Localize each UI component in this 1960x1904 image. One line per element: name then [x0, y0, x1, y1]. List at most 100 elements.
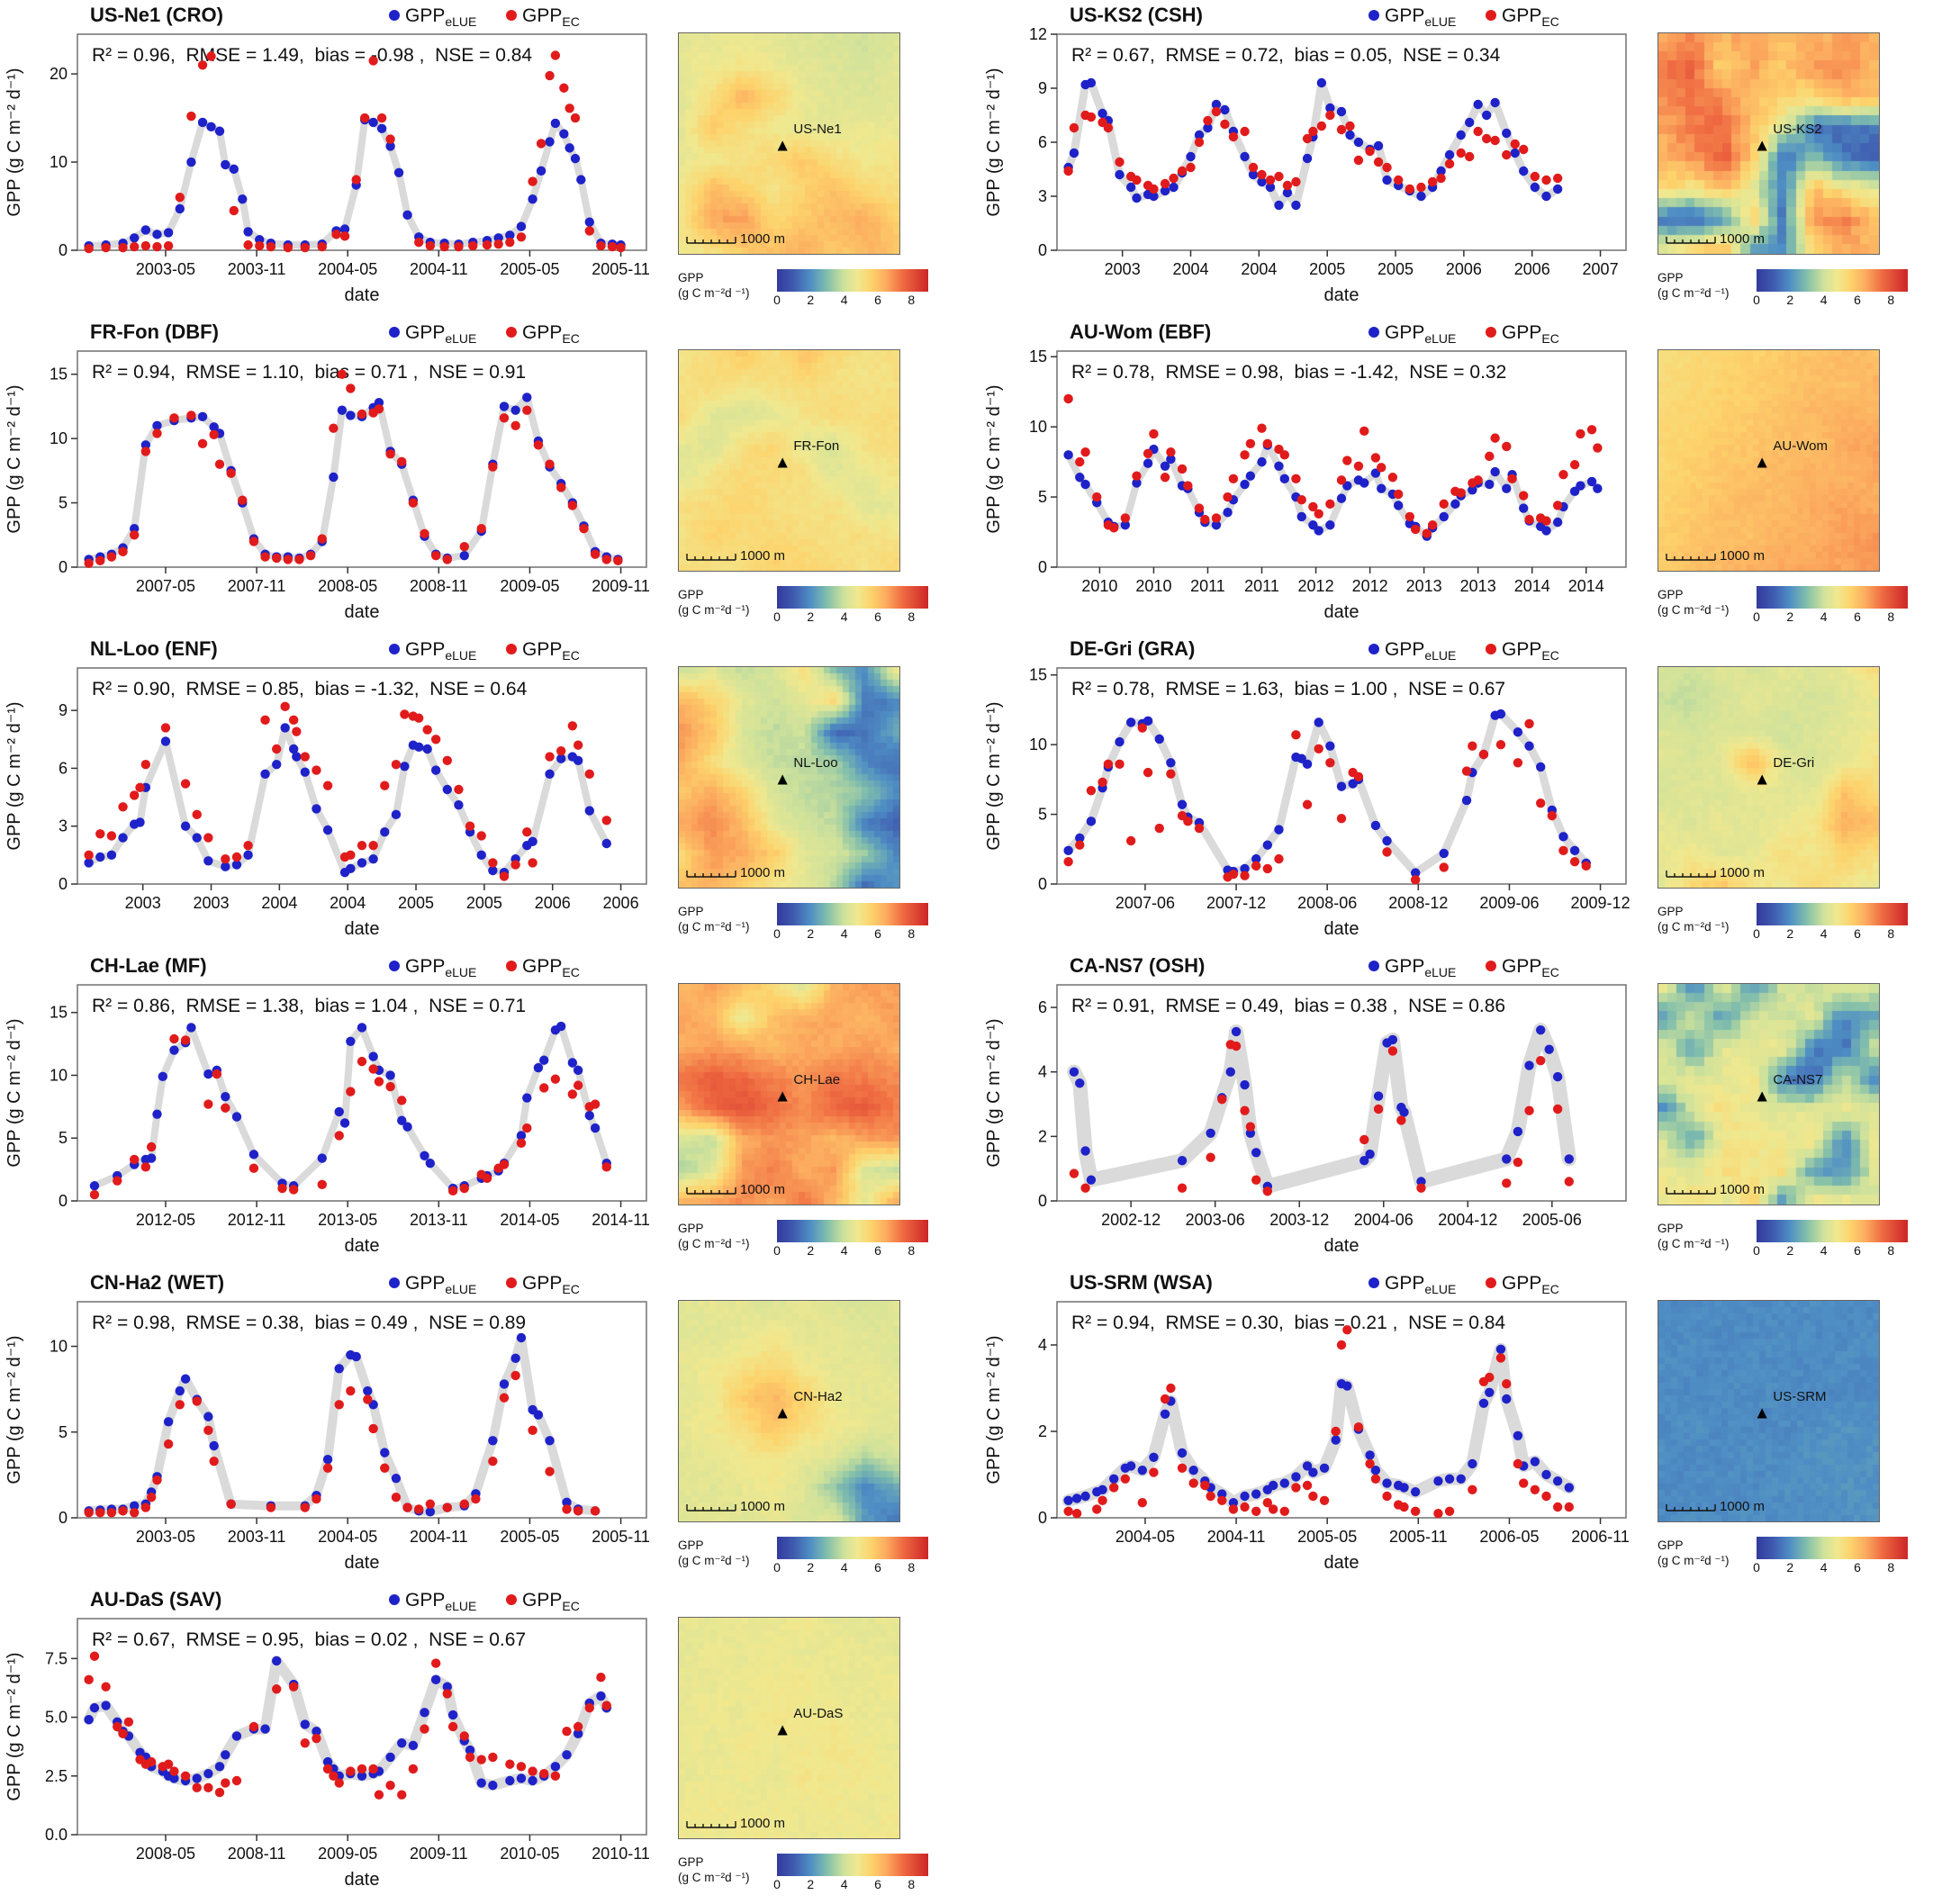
- point-gpp-ec: [186, 411, 196, 420]
- site-marker-icon: ▲: [1753, 1087, 1771, 1106]
- map-scale-bar: 1000 m: [686, 1816, 785, 1831]
- point-gpp-elue: [1478, 1398, 1489, 1408]
- point-gpp-ec: [1092, 1504, 1102, 1514]
- map-frame: ▲ CN-Ha2 1000 m: [678, 1300, 900, 1522]
- point-gpp-ec: [1478, 749, 1489, 760]
- point-gpp-ec: [331, 230, 341, 239]
- point-gpp-ec: [1279, 1506, 1289, 1516]
- point-gpp-ec: [579, 523, 589, 534]
- point-gpp-ec: [84, 243, 94, 254]
- colorbar-tick-label: 0: [773, 926, 781, 941]
- point-gpp-elue: [1240, 151, 1250, 162]
- point-gpp-elue: [430, 1674, 441, 1685]
- point-gpp-ec: [1524, 718, 1534, 729]
- point-gpp-elue: [1552, 1071, 1563, 1082]
- point-gpp-ec: [374, 1077, 384, 1087]
- colorbar-ticks: 0 2 4 6 8: [773, 292, 928, 308]
- point-gpp-ec: [1558, 469, 1568, 480]
- point-gpp-ec: [499, 413, 510, 423]
- point-gpp-ec: [516, 1138, 527, 1149]
- point-gpp-elue: [1149, 191, 1159, 202]
- map-scale-bar: 1000 m: [1666, 1182, 1765, 1197]
- site-label: DE-Gri: [1773, 755, 1815, 771]
- point-gpp-elue: [425, 1507, 436, 1517]
- point-gpp-ec: [312, 765, 321, 775]
- point-gpp-elue: [1373, 1091, 1384, 1101]
- legend-dot-elue: [389, 644, 400, 654]
- point-gpp-ec: [130, 1154, 140, 1165]
- point-gpp-elue: [1160, 461, 1170, 471]
- point-gpp-elue: [1586, 476, 1597, 487]
- y-tick-label: 10: [50, 153, 68, 171]
- point-gpp-elue: [1279, 1478, 1289, 1488]
- colorbar-tick-label: 2: [807, 293, 815, 307]
- point-gpp-elue: [397, 1738, 407, 1748]
- point-gpp-ec: [374, 404, 384, 414]
- point-gpp-ec: [294, 555, 304, 564]
- point-gpp-elue: [488, 1436, 498, 1446]
- point-gpp-elue: [192, 833, 202, 843]
- scale-bar-label: 1000 m: [1720, 231, 1766, 247]
- legend-label-ec: GPPEC: [1502, 5, 1559, 29]
- point-gpp-elue: [1274, 825, 1284, 835]
- point-gpp-elue: [391, 1473, 402, 1484]
- legend-dot-ec: [1486, 327, 1496, 338]
- x-tick-label: 2005-11: [1389, 1528, 1448, 1546]
- x-tick-label: 2005-06: [1522, 1211, 1582, 1229]
- legend-dot-ec: [1486, 961, 1496, 971]
- point-gpp-elue: [465, 1745, 475, 1755]
- point-gpp-elue: [516, 1773, 527, 1783]
- point-gpp-ec: [385, 134, 395, 144]
- point-gpp-ec: [1394, 175, 1404, 185]
- point-gpp-ec: [565, 104, 574, 113]
- point-gpp-elue: [567, 1058, 578, 1068]
- plot-box: [1056, 33, 1627, 251]
- colorbar: 0 2 4 6 8: [1753, 1537, 1908, 1575]
- x-tick-label: 2012-05: [136, 1211, 195, 1229]
- x-tick-label: 2008-06: [1297, 894, 1357, 912]
- site-marker-icon: ▲: [773, 1403, 791, 1423]
- point-gpp-ec: [459, 1731, 469, 1741]
- point-gpp-ec: [89, 1189, 100, 1200]
- colorbar-tick-label: 0: [773, 1877, 781, 1891]
- point-gpp-elue: [1080, 1491, 1090, 1502]
- point-gpp-elue: [1370, 820, 1381, 831]
- point-gpp-ec: [1576, 429, 1585, 439]
- scatter-panel-CN-Ha2: CN-Ha2 (WET) GPPeLUE GPPEC R² = 0.98, RMSE …: [0, 1268, 671, 1574]
- point-gpp-ec: [420, 528, 429, 539]
- point-gpp-elue: [118, 833, 128, 843]
- point-gpp-elue: [1160, 1409, 1170, 1419]
- gpp-raster-map-CN-Ha2: [679, 1301, 899, 1521]
- point-gpp-elue: [573, 755, 583, 766]
- point-gpp-elue: [1365, 1450, 1375, 1460]
- point-gpp-ec: [221, 853, 230, 864]
- point-gpp-elue: [1302, 153, 1313, 164]
- legend-dot-elue: [1368, 644, 1379, 654]
- point-gpp-ec: [1302, 1480, 1313, 1491]
- point-gpp-ec: [1063, 857, 1073, 867]
- colorbar-tick-label: 6: [1854, 1243, 1861, 1258]
- point-gpp-ec: [573, 1506, 583, 1516]
- colorbar-label-line2: (g C m⁻²d ⁻¹): [1657, 1236, 1730, 1250]
- point-gpp-elue: [1080, 479, 1090, 490]
- colorbar-ticks: 0 2 4 6 8: [773, 609, 928, 625]
- point-gpp-elue: [1439, 848, 1449, 859]
- scale-ruler-icon: [686, 1820, 736, 1828]
- point-gpp-ec: [1513, 1458, 1523, 1469]
- colorbar-tick-label: 6: [874, 1877, 881, 1891]
- colorbar-tick-label: 6: [1854, 926, 1861, 941]
- point-gpp-ec: [380, 781, 390, 790]
- point-gpp-ec: [1308, 1491, 1318, 1502]
- point-gpp-elue: [84, 858, 94, 868]
- point-gpp-elue: [339, 1118, 350, 1128]
- colorbar-tick-label: 8: [908, 1243, 916, 1258]
- x-tick-label: 2005: [1377, 260, 1414, 278]
- point-gpp-elue: [1399, 1483, 1409, 1493]
- point-gpp-ec: [197, 438, 208, 449]
- map-block-CA-NS7: ▲ CA-NS7 1000 m GPP (g C m⁻²d ⁻¹) 0 2 4 6 8: [1650, 951, 1955, 1259]
- colorbar-label: GPP (g C m⁻²d ⁻¹): [678, 1537, 777, 1569]
- point-gpp-ec: [1410, 1506, 1421, 1516]
- point-gpp-ec: [305, 550, 316, 561]
- point-gpp-elue: [1495, 1344, 1506, 1354]
- point-gpp-ec: [1257, 169, 1267, 180]
